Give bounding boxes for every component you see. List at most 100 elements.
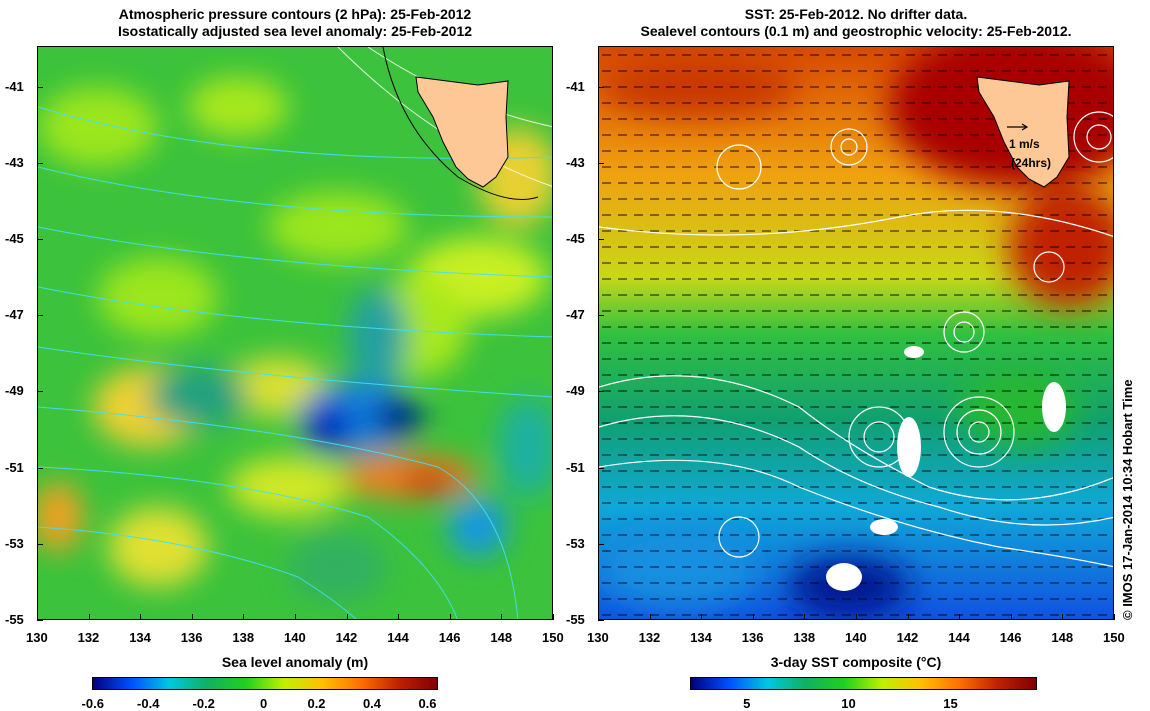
- lon-tick-label: 142: [896, 630, 919, 645]
- lon-tick-mark: [449, 614, 451, 620]
- lat-tick-mark: [37, 543, 43, 545]
- lat-tick-label: -41: [5, 79, 24, 94]
- lat-tick-label: -47: [5, 307, 24, 323]
- sst-colorbar: [690, 677, 1037, 690]
- lat-tick-mark: [37, 315, 43, 317]
- lon-tick-mark: [1062, 614, 1064, 620]
- colorbar-tick-label: 0.2: [307, 696, 326, 711]
- lon-tick-mark: [140, 614, 142, 620]
- tasmania-land: [976, 76, 1070, 188]
- lat-tick-label: -43: [5, 155, 24, 171]
- imos-watermark: © IMOS 17-Jan-2014 10:34 Hobart Time: [1120, 379, 1135, 620]
- sst-map: 1 m/s (24hrs): [598, 46, 1114, 620]
- lon-tick-mark: [88, 614, 90, 620]
- lat-tick-mark: [598, 87, 604, 88]
- lat-tick-label: -49: [5, 383, 24, 399]
- lon-tick-label: 136: [741, 630, 764, 645]
- left-colorbar-title: Sea level anomaly (m): [221, 654, 369, 670]
- lon-tick-label: 134: [690, 630, 712, 645]
- colorbar-tick-label: 0.6: [418, 696, 437, 711]
- tasmania-land: [415, 76, 509, 188]
- lon-tick-mark: [649, 614, 651, 620]
- lat-tick-label: -43: [566, 155, 585, 171]
- lon-tick-label: 150: [1103, 630, 1125, 645]
- lon-tick-mark: [398, 614, 400, 620]
- lon-tick-label: 132: [77, 630, 100, 645]
- colorbar-tick-label: 0: [260, 696, 268, 711]
- lon-tick-label: 144: [387, 630, 409, 645]
- lat-tick-label: -47: [566, 307, 585, 323]
- lon-tick-mark: [37, 614, 38, 620]
- left-title: Atmospheric pressure contours (2 hPa): 2…: [37, 6, 553, 40]
- sea-level-anomaly-map: [37, 46, 553, 620]
- lon-tick-label: 140: [284, 630, 306, 645]
- colorbar-tick-label: 15: [943, 696, 958, 711]
- lon-tick-mark: [191, 614, 193, 620]
- lon-tick-mark: [907, 614, 909, 620]
- lat-tick-mark: [598, 391, 604, 393]
- lon-tick-mark: [959, 614, 961, 620]
- lat-tick-mark: [598, 315, 604, 317]
- lon-tick-label: 136: [180, 630, 203, 645]
- lat-tick-label: -55: [566, 611, 585, 627]
- lon-tick-mark: [804, 614, 806, 620]
- lat-tick-label: -41: [566, 79, 585, 94]
- right-title-line1: SST: 25-Feb-2012. No drifter data.: [744, 6, 968, 22]
- lon-tick-label: 148: [490, 630, 513, 645]
- lon-tick-label: 130: [26, 630, 48, 645]
- lat-tick-mark: [37, 391, 43, 393]
- lon-tick-mark: [598, 614, 599, 620]
- colorbar-tick-label: 0.4: [362, 696, 382, 711]
- lon-tick-label: 134: [129, 630, 151, 645]
- colorbar-tick-label: -0.4: [137, 696, 160, 711]
- lat-tick-label: -49: [566, 383, 585, 399]
- lon-tick-mark: [553, 614, 554, 620]
- lon-tick-mark: [346, 614, 348, 620]
- lat-tick-mark: [37, 239, 43, 241]
- lon-tick-label: 142: [335, 630, 358, 645]
- lon-tick-mark: [295, 614, 296, 620]
- colorbar-tick-label: 5: [743, 696, 751, 711]
- lon-tick-mark: [243, 614, 245, 620]
- colorbar-tick-label: -0.2: [192, 696, 215, 711]
- lon-tick-mark: [856, 614, 857, 620]
- lon-tick-mark: [701, 614, 703, 620]
- right-colorbar-title: 3-day SST composite (°C): [770, 654, 942, 670]
- lat-tick-mark: [37, 619, 43, 621]
- lon-tick-label: 138: [232, 630, 255, 645]
- lat-tick-label: -45: [566, 231, 585, 247]
- lat-tick-mark: [37, 467, 43, 469]
- lat-tick-mark: [598, 619, 604, 621]
- lat-tick-mark: [598, 467, 604, 469]
- lon-tick-mark: [1114, 614, 1115, 620]
- lon-tick-label: 138: [793, 630, 816, 645]
- left-title-line2: Isostatically adjusted sea level anomaly…: [117, 23, 473, 39]
- lon-tick-label: 148: [1051, 630, 1074, 645]
- lat-tick-label: -45: [5, 231, 24, 247]
- colorbar-tick-label: 10: [841, 696, 856, 711]
- lat-tick-mark: [598, 239, 604, 241]
- lon-tick-label: 144: [948, 630, 970, 645]
- lat-tick-label: -53: [566, 535, 585, 551]
- lon-tick-label: 150: [542, 630, 564, 645]
- lat-tick-label: -55: [5, 611, 24, 627]
- colorbar-tick-label: -0.6: [81, 696, 104, 711]
- lon-tick-label: 132: [638, 630, 661, 645]
- lat-tick-label: -51: [5, 459, 24, 475]
- lat-tick-mark: [37, 87, 43, 88]
- right-title-line2: Sealevel contours (0.1 m) and geostrophi…: [640, 23, 1072, 39]
- right-title: SST: 25-Feb-2012. No drifter data. Seale…: [598, 6, 1114, 40]
- left-title-line1: Atmospheric pressure contours (2 hPa): 2…: [118, 6, 472, 22]
- lon-tick-mark: [752, 614, 754, 620]
- velocity-scale-note: (24hrs): [1011, 156, 1051, 170]
- velocity-scale-label: 1 m/s: [1009, 137, 1040, 151]
- lat-tick-label: -51: [566, 459, 585, 475]
- lon-tick-label: 146: [438, 630, 461, 645]
- lon-tick-label: 140: [845, 630, 867, 645]
- lon-tick-label: 130: [587, 630, 609, 645]
- lat-tick-mark: [598, 163, 604, 165]
- lat-tick-mark: [37, 163, 43, 165]
- lon-tick-label: 146: [999, 630, 1022, 645]
- lon-tick-mark: [501, 614, 503, 620]
- lat-tick-label: -53: [5, 535, 24, 551]
